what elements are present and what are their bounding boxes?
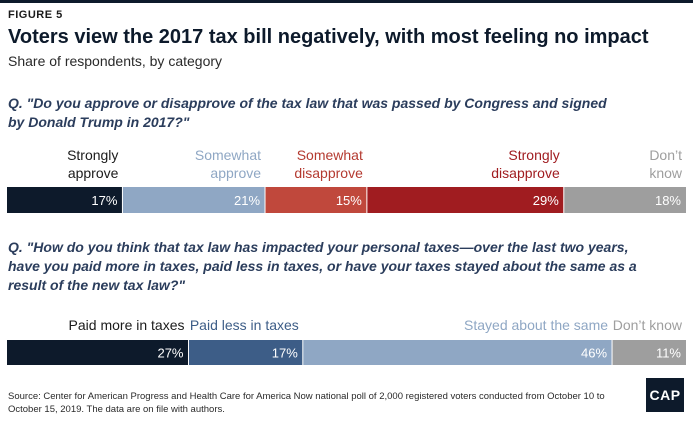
question-1: Q. "Do you approve or disapprove of the … (8, 95, 607, 130)
bar-stayed-about-the-same (302, 340, 613, 365)
value-label-stayed-about-the-same: 46% (581, 346, 607, 361)
tax-impact-chart: 27% Paid more in taxes 17% Paid less in tax… (7, 317, 686, 365)
value-label-strongly-disapprove: 29% (533, 193, 559, 208)
bar-don-t-know (612, 340, 686, 365)
category-label-strongly-approve: Strongly approve (67, 147, 119, 181)
bar-strongly-approve (7, 187, 123, 213)
category-label-don-t-know: Don’t know (613, 317, 683, 333)
bar-somewhat-disapprove (265, 187, 367, 213)
category-label-somewhat-disapprove: Somewhat disapprove (294, 147, 363, 181)
bar-somewhat-approve (122, 187, 266, 213)
approval-chart: 17% Strongly approve 21% Somewhat approve 15% S… (7, 147, 686, 213)
value-label-paid-less-in-taxes: 17% (272, 346, 298, 361)
value-label-strongly-approve: 17% (91, 193, 117, 208)
chart-title: Voters view the 2017 tax bill negatively… (8, 26, 649, 48)
value-label-don-t-know: 18% (655, 193, 681, 208)
value-label-paid-more-in-taxes: 27% (157, 346, 183, 361)
category-label-paid-more-in-taxes: Paid more in taxes (69, 317, 185, 333)
category-label-strongly-disapprove: Strongly disapprove (491, 147, 560, 181)
category-label-paid-less-in-taxes: Paid less in taxes (190, 317, 299, 333)
bar-strongly-disapprove (366, 187, 564, 213)
source-note: Source: Center for American Progress and… (8, 391, 605, 415)
category-label-stayed-about-the-same: Stayed about the same (464, 317, 608, 333)
value-label-don-t-know: 11% (656, 346, 681, 361)
chart-subtitle: Share of respondents, by category (8, 53, 223, 69)
bar-paid-more-in-taxes (7, 340, 189, 365)
question-2: Q. "How do you think that tax law has im… (8, 239, 637, 293)
bar-don-t-know (563, 187, 686, 213)
value-label-somewhat-approve: 21% (234, 193, 260, 208)
cap-logo: CAP (646, 378, 684, 412)
bar-paid-less-in-taxes (188, 340, 303, 365)
value-label-somewhat-disapprove: 15% (336, 193, 362, 208)
category-label-don-t-know: Don’t know (649, 147, 683, 181)
top-rule (0, 0, 693, 3)
category-label-somewhat-approve: Somewhat approve (195, 147, 261, 181)
figure-label: FIGURE 5 (8, 9, 63, 21)
